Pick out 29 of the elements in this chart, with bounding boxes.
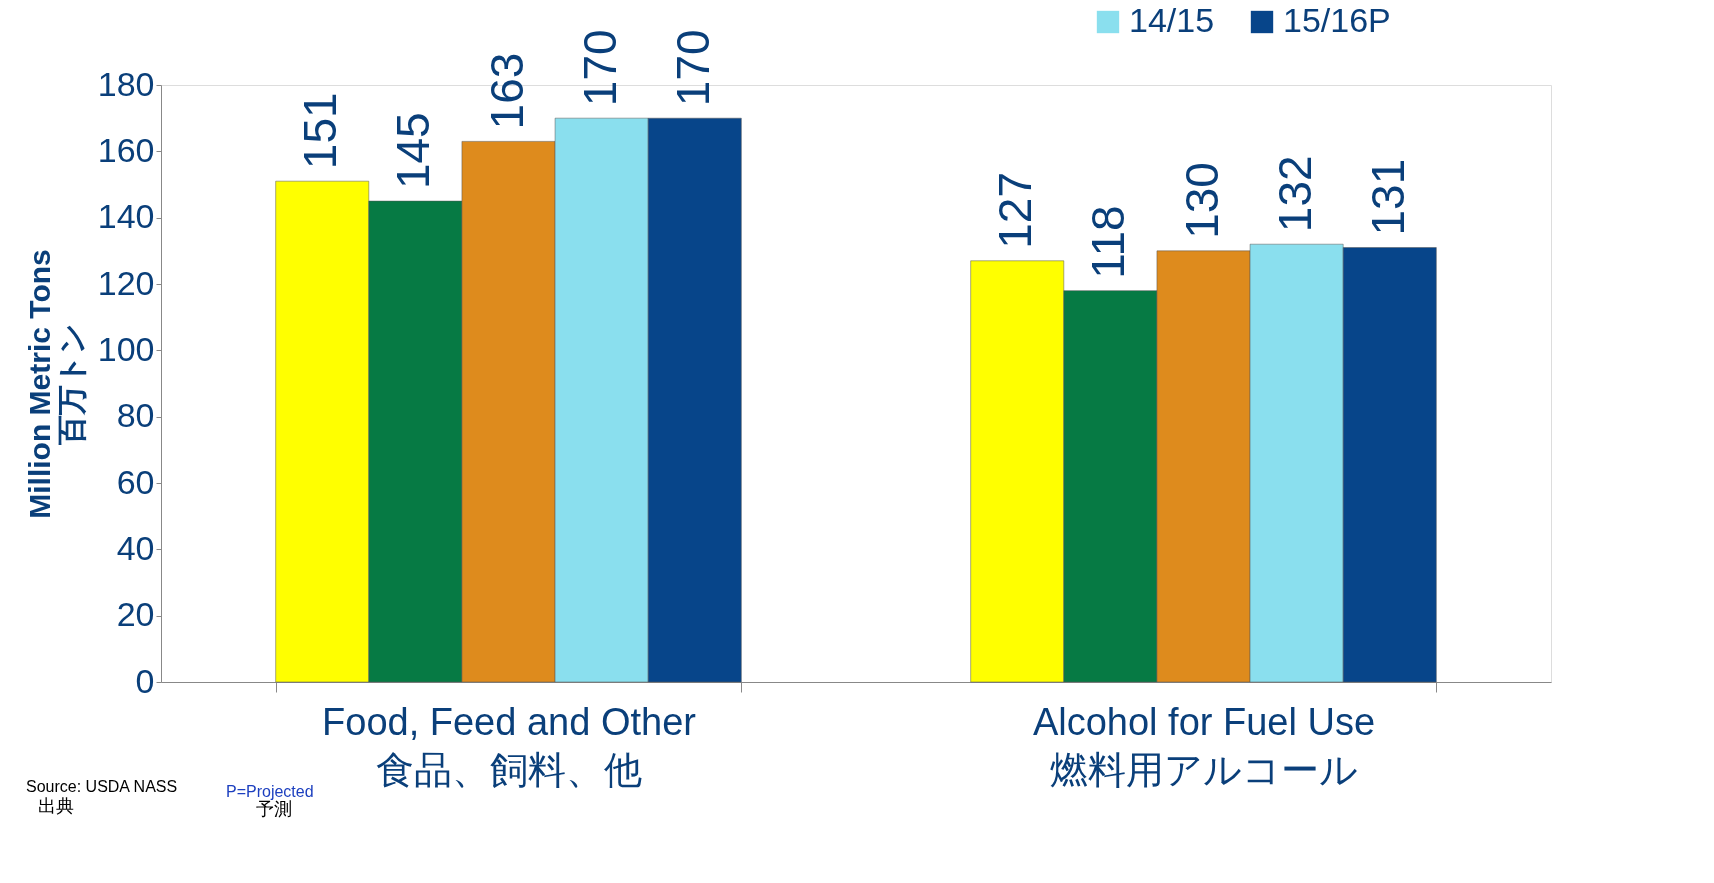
data-label: 132 — [1268, 155, 1321, 233]
y-axis-title: Million Metric Tons 百万トン — [22, 249, 88, 519]
y-tick-label: 40 — [116, 528, 155, 567]
y-tick-label: 0 — [135, 661, 155, 700]
y-tick-label: 160 — [97, 130, 155, 169]
text: 予測 — [256, 799, 292, 819]
y-tick-label: 100 — [97, 329, 155, 368]
x-tick-label: Alcohol for Fuel Use 燃料用アルコール — [1032, 700, 1376, 791]
text: 出典 — [38, 796, 74, 816]
data-label: 163 — [480, 52, 533, 130]
data-label: 170 — [666, 29, 719, 107]
data-label: 127 — [989, 172, 1042, 249]
data-label: 118 — [1082, 205, 1135, 279]
text: P=Projected — [226, 783, 314, 800]
data-label: 145 — [387, 112, 440, 190]
legend-label: 15/16P — [1283, 1, 1391, 39]
data-label: 151 — [294, 92, 347, 170]
data-label: 130 — [1175, 162, 1228, 239]
x-tick-label: Food, Feed and Other 食品、飼料、他 — [322, 700, 697, 791]
y-tick-label: 20 — [116, 595, 155, 634]
y-tick-label: 180 — [97, 64, 155, 103]
y-tick-label: 80 — [116, 396, 155, 435]
source-note: Source: USDA NASS — [26, 778, 178, 795]
data-label: 170 — [573, 29, 626, 107]
data-label: 131 — [1361, 158, 1414, 236]
y-tick-label: 60 — [116, 462, 155, 501]
legend-label: 14/15 — [1129, 1, 1215, 39]
y-tick-label: 140 — [97, 197, 155, 236]
y-tick-label: 120 — [97, 263, 155, 302]
